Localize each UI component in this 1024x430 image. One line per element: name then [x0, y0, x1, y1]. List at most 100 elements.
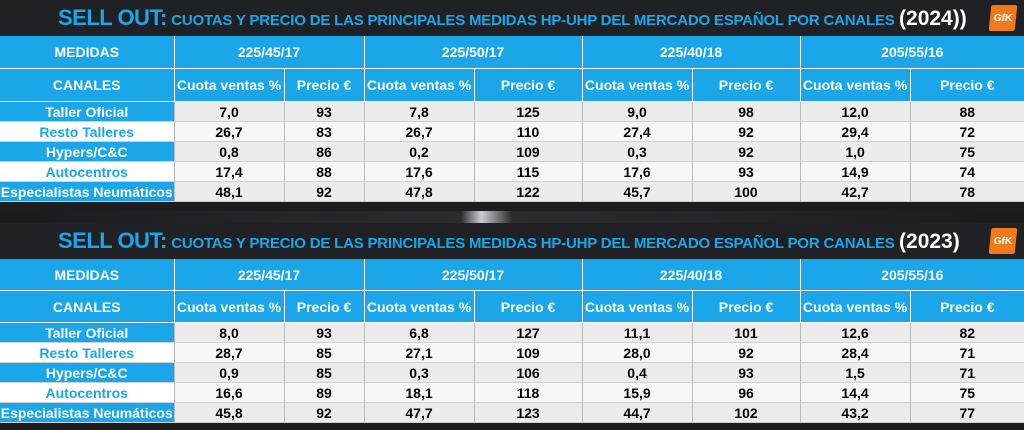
precio-cell: 125: [473, 101, 583, 122]
table-title: SELL OUT: CUOTAS Y PRECIO DE LAS PRINCIP…: [0, 0, 1024, 36]
size-header: 225/50/17: [363, 259, 583, 291]
canal-label: Resto Talleres: [0, 121, 174, 142]
precio-cell: 98: [691, 101, 801, 122]
cuota-cell: 18,1: [363, 382, 475, 403]
cuota-cell: 17,6: [581, 161, 693, 182]
precio-cell: 123: [473, 402, 583, 423]
cuota-cell: 7,0: [173, 101, 284, 122]
medidas-header: MEDIDAS: [0, 36, 174, 69]
precio-cell: 92: [283, 181, 365, 202]
cuota-cell: 17,4: [173, 161, 284, 182]
title-main: SELL OUT:: [58, 228, 167, 253]
size-header: 205/55/16: [799, 259, 1024, 291]
size-header: 205/55/16: [799, 36, 1024, 69]
cuota-cell: 27,1: [363, 342, 475, 363]
precio-cell: 127: [473, 322, 583, 343]
cuota-cell: 15,9: [581, 382, 693, 403]
cuota-cell: 28,0: [581, 342, 693, 363]
precio-header: Precio €: [691, 290, 801, 323]
cuota-header: Cuota ventas %: [581, 68, 693, 102]
cuota-header: Cuota ventas %: [581, 290, 693, 323]
cuota-cell: 47,8: [363, 181, 475, 202]
precio-cell: 72: [909, 121, 1024, 142]
title-text: SELL OUT: CUOTAS Y PRECIO DE LAS PRINCIP…: [58, 228, 960, 254]
precio-cell: 100: [691, 181, 801, 202]
size-header: 225/45/17: [173, 36, 365, 69]
precio-cell: 82: [909, 322, 1024, 343]
cuota-cell: 0,4: [581, 362, 693, 383]
cuota-cell: 8,0: [173, 322, 284, 343]
cuota-header: Cuota ventas %: [799, 290, 911, 323]
table-row: Taller Oficial 8,0 93 6,8 127 11,1 101 12,6 82: [0, 322, 1024, 343]
cuota-cell: 43,2: [799, 402, 911, 423]
cuota-cell: 0,2: [363, 141, 475, 162]
precio-cell: 75: [909, 382, 1024, 403]
table-row: Autocentros 17,4 88 17,6 115 17,6 93 14,9 74: [0, 161, 1024, 182]
precio-header: Precio €: [283, 290, 365, 323]
precio-cell: 89: [283, 382, 365, 403]
table-row: Resto Talleres 28,7 85 27,1 109 28,0 92 28,4 71: [0, 342, 1024, 363]
table-row: Especialistas Neumáticos 45,8 92 47,7 123 44,…: [0, 402, 1024, 423]
cuota-cell: 45,7: [581, 181, 693, 202]
precio-cell: 101: [691, 322, 801, 343]
table-row: Autocentros 16,6 89 18,1 118 15,9 96 14,4 75: [0, 382, 1024, 403]
cuota-cell: 0,3: [581, 141, 693, 162]
cuota-cell: 26,7: [363, 121, 475, 142]
precio-header: Precio €: [691, 68, 801, 102]
canales-header: CANALES: [0, 68, 174, 102]
precio-cell: 74: [909, 161, 1024, 182]
precio-header: Precio €: [473, 290, 583, 323]
title-year: (2024)): [899, 7, 967, 30]
cuota-cell: 0,8: [173, 141, 284, 162]
precio-cell: 92: [691, 141, 801, 162]
precio-cell: 93: [283, 101, 365, 122]
precio-cell: 102: [691, 402, 801, 423]
cuota-cell: 29,4: [799, 121, 911, 142]
cuota-header: Cuota ventas %: [173, 290, 284, 323]
precio-cell: 122: [473, 181, 583, 202]
canal-label: Taller Oficial: [0, 101, 174, 122]
precio-cell: 85: [283, 362, 365, 383]
columns-header-row: CANALES Cuota ventas % Precio € Cuota venta…: [0, 290, 1024, 323]
precio-cell: 109: [473, 342, 583, 363]
size-header: 225/50/17: [363, 36, 583, 69]
cuota-cell: 42,7: [799, 181, 911, 202]
canal-label: Autocentros: [0, 161, 174, 182]
precio-header: Precio €: [473, 68, 583, 102]
cuota-cell: 1,0: [799, 141, 911, 162]
size-header: 225/45/17: [173, 259, 365, 291]
precio-cell: 77: [909, 402, 1024, 423]
precio-cell: 71: [909, 342, 1024, 363]
cuota-cell: 16,6: [173, 382, 284, 403]
table-row: Resto Talleres 26,7 83 26,7 110 27,4 92 29,4 72: [0, 121, 1024, 142]
cuota-cell: 0,9: [173, 362, 284, 383]
precio-header: Precio €: [909, 68, 1024, 102]
table-2023-panel: SELL OUT: CUOTAS Y PRECIO DE LAS PRINCIP…: [0, 223, 1024, 430]
size-header: 225/40/18: [581, 36, 801, 69]
data-table: MEDIDAS 225/45/17 225/50/17 225/40/18 205/55…: [0, 259, 1024, 423]
cuota-cell: 26,7: [173, 121, 284, 142]
precio-cell: 71: [909, 362, 1024, 383]
canal-label: Resto Talleres: [0, 342, 174, 363]
size-header: 225/40/18: [581, 259, 801, 291]
cuota-cell: 14,4: [799, 382, 911, 403]
canal-label: Especialistas Neumáticos: [0, 181, 174, 202]
panel-divider: [0, 211, 1024, 223]
cuota-cell: 28,7: [173, 342, 284, 363]
precio-cell: 115: [473, 161, 583, 182]
sizes-header-row: MEDIDAS 225/45/17 225/50/17 225/40/18 205/55…: [0, 36, 1024, 69]
cuota-cell: 48,1: [173, 181, 284, 202]
cuota-cell: 47,7: [363, 402, 475, 423]
cuota-cell: 1,5: [799, 362, 911, 383]
cuota-header: Cuota ventas %: [363, 290, 475, 323]
precio-cell: 93: [691, 161, 801, 182]
canales-header: CANALES: [0, 290, 174, 323]
table-2024-panel: SELL OUT: CUOTAS Y PRECIO DE LAS PRINCIP…: [0, 0, 1024, 211]
cuota-cell: 44,7: [581, 402, 693, 423]
table-title: SELL OUT: CUOTAS Y PRECIO DE LAS PRINCIP…: [0, 223, 1024, 259]
cuota-cell: 11,1: [581, 322, 693, 343]
cuota-cell: 7,8: [363, 101, 475, 122]
table-row: Taller Oficial 7,0 93 7,8 125 9,0 98 12,0 88: [0, 101, 1024, 122]
precio-cell: 92: [691, 121, 801, 142]
title-text: SELL OUT: CUOTAS Y PRECIO DE LAS PRINCIP…: [58, 5, 967, 31]
